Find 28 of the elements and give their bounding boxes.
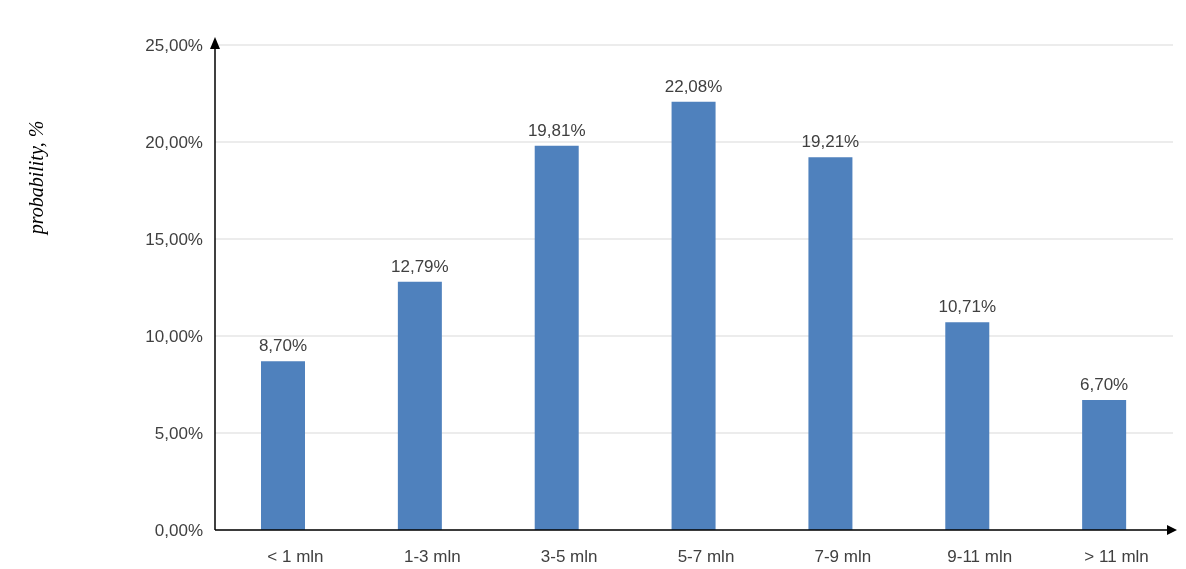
data-label: 19,21% (801, 132, 860, 152)
data-label: 22,08% (664, 76, 723, 96)
y-axis-title: probability, % (24, 120, 48, 237)
x-tick-label: > 11 mln (1084, 547, 1149, 567)
x-tick-label: 9-11 mln (947, 547, 1013, 567)
y-tick-label: 10,00% (145, 327, 203, 347)
x-tick-label: 5-7 mln (677, 547, 735, 567)
y-tick-label: 0,00% (154, 521, 203, 541)
data-label: 12,79% (391, 256, 449, 276)
x-tick-label: 7-9 mln (814, 547, 872, 567)
bar (671, 101, 716, 530)
x-tick-label: 1-3 mln (403, 547, 461, 567)
bar (1082, 400, 1127, 530)
data-label: 19,81% (527, 120, 586, 140)
bar (945, 322, 990, 530)
bar (808, 157, 853, 530)
y-tick-label: 5,00% (154, 424, 203, 444)
bar (261, 361, 305, 530)
bar (534, 145, 579, 530)
x-tick-label: 3-5 mln (540, 547, 598, 567)
y-tick-label: 25,00% (145, 36, 203, 56)
y-tick-label: 15,00% (145, 230, 203, 250)
bar (397, 281, 442, 530)
x-tick-label: < 1 mln (267, 547, 324, 567)
data-label: 8,70% (258, 336, 308, 356)
y-tick-label: 20,00% (145, 133, 203, 153)
data-label: 6,70% (1080, 375, 1129, 395)
data-label: 10,71% (938, 297, 997, 317)
